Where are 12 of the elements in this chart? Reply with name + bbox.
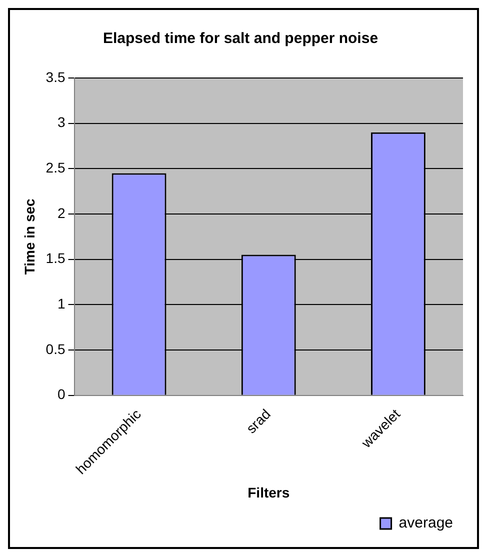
x-axis-title: Filters (248, 484, 290, 500)
y-tick-label: 2 (57, 204, 66, 221)
y-tick-label: 2.5 (46, 160, 66, 176)
chart-title: Elapsed time for salt and pepper noise (102, 30, 378, 48)
y-tick-label: 1 (57, 296, 66, 312)
y-tick-label: 3 (57, 114, 66, 130)
y-tick-label: 0 (57, 386, 66, 402)
y-tick-label: 1.5 (46, 250, 66, 266)
y-tick-label: 3.5 (46, 68, 66, 85)
y-axis-title: Time in sec (21, 198, 38, 275)
y-tick-label: 0.5 (46, 340, 66, 357)
legend-label: average (398, 514, 454, 532)
